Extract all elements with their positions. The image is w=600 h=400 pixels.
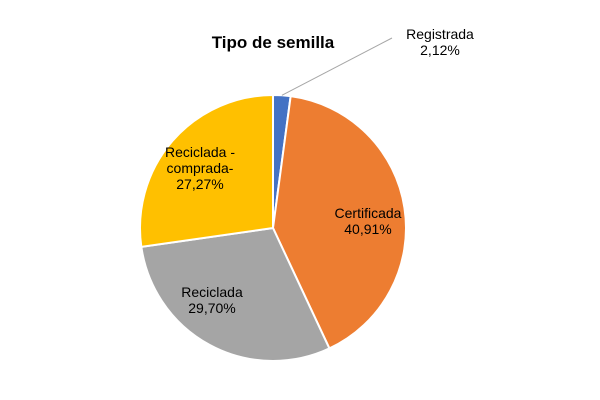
- pie-slices: [138, 93, 407, 362]
- pie-slice-reciclada: [138, 93, 274, 249]
- slice-label-3-line-0: Reciclada -: [165, 144, 235, 160]
- slice-label-0-line-1: 2,12%: [420, 42, 460, 58]
- pie-slice-certificada: [271, 95, 407, 350]
- slice-label-3-line-1: comprada-: [167, 160, 234, 176]
- slice-label-1-line-1: 40,91%: [344, 221, 391, 237]
- leader-line-registrada: [281, 37, 393, 96]
- slice-label-0-line-0: Registrada: [406, 26, 474, 42]
- slice-label-3-line-2: 27,27%: [176, 176, 223, 192]
- chart-title: Tipo de semilla: [212, 33, 335, 52]
- slice-label-2-line-1: 29,70%: [188, 300, 235, 316]
- pie-slice-reciclada: [140, 226, 331, 362]
- slice-label-2-line-0: Reciclada: [181, 284, 243, 300]
- slice-label-1-line-0: Certificada: [335, 205, 402, 221]
- leader-lines: [281, 37, 393, 96]
